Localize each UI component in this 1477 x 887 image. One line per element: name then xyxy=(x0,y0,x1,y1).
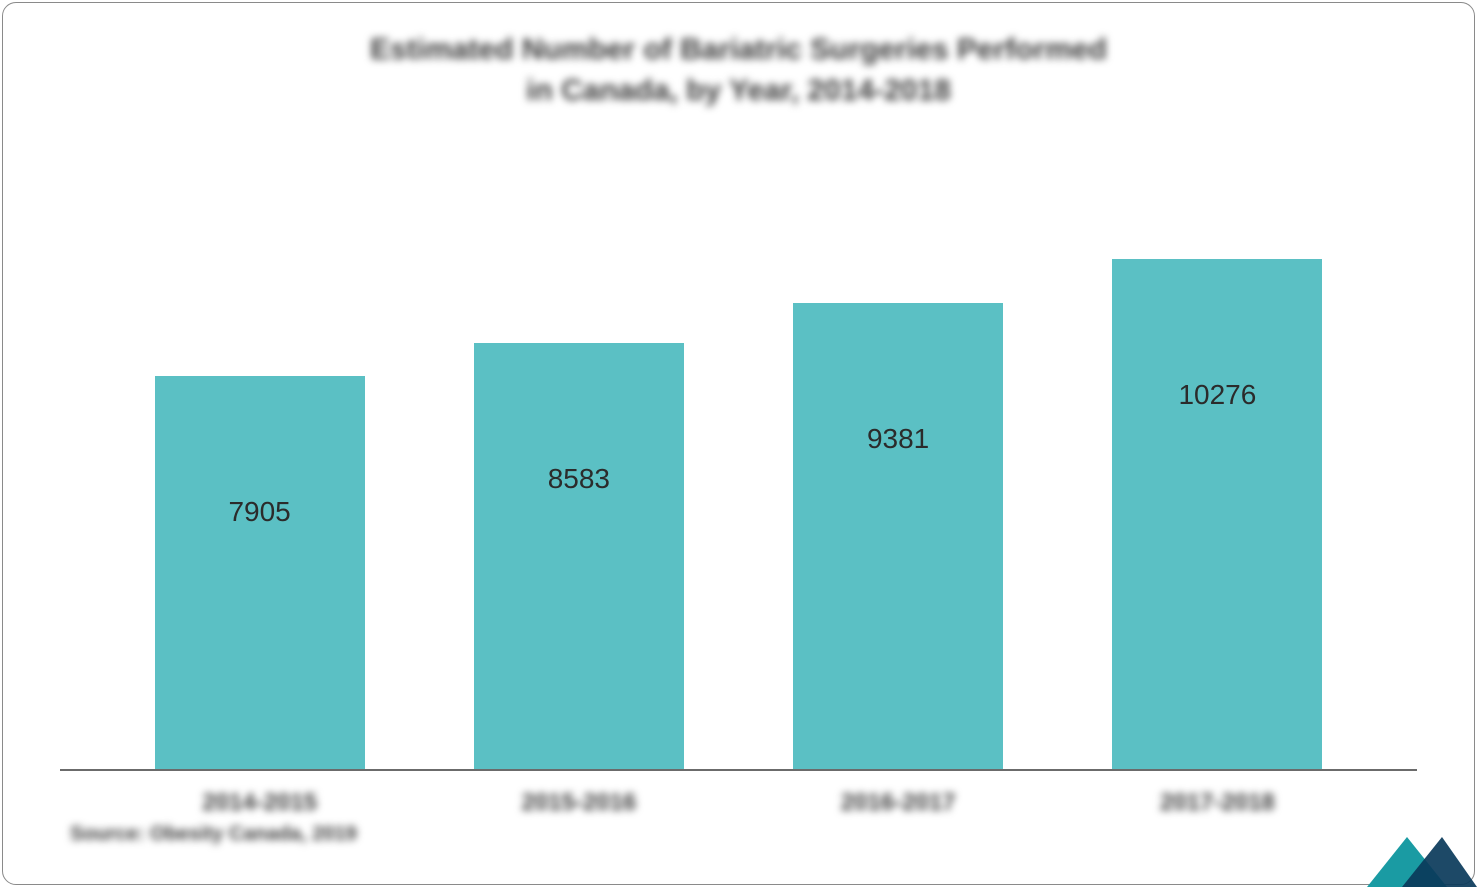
source-note: Source: Obesity Canada, 2019 xyxy=(60,823,1417,846)
bar-value-label: 7905 xyxy=(155,496,365,528)
bars-row: 7905 8583 9381 10276 xyxy=(60,191,1417,769)
x-axis-label: 2015-2016 xyxy=(419,789,738,817)
plot-area: 7905 8583 9381 10276 xyxy=(60,191,1417,771)
bar-slot: 9381 xyxy=(739,191,1058,769)
x-axis-labels: 2014-20152015-20162016-20172017-2018 xyxy=(60,771,1417,817)
bar: 10276 xyxy=(1112,259,1322,769)
x-axis-label: 2016-2017 xyxy=(739,789,1058,817)
x-axis-label: 2014-2015 xyxy=(100,789,419,817)
x-axis-label: 2017-2018 xyxy=(1058,789,1377,817)
bar: 7905 xyxy=(155,376,365,769)
chart-title: Estimated Number of Bariatric Surgeries … xyxy=(60,30,1417,111)
bar-value-label: 9381 xyxy=(793,423,1003,455)
bar-slot: 8583 xyxy=(419,191,738,769)
chart-title-line2: in Canada, by Year, 2014-2018 xyxy=(526,74,951,107)
bar: 9381 xyxy=(793,303,1003,769)
chart-container: Estimated Number of Bariatric Surgeries … xyxy=(0,0,1477,887)
chart-title-line1: Estimated Number of Bariatric Surgeries … xyxy=(370,33,1107,66)
watermark-logo xyxy=(1367,827,1477,887)
bar-value-label: 8583 xyxy=(474,463,684,495)
bar-slot: 7905 xyxy=(100,191,419,769)
bar-slot: 10276 xyxy=(1058,191,1377,769)
bar: 8583 xyxy=(474,343,684,769)
bar-value-label: 10276 xyxy=(1112,379,1322,411)
